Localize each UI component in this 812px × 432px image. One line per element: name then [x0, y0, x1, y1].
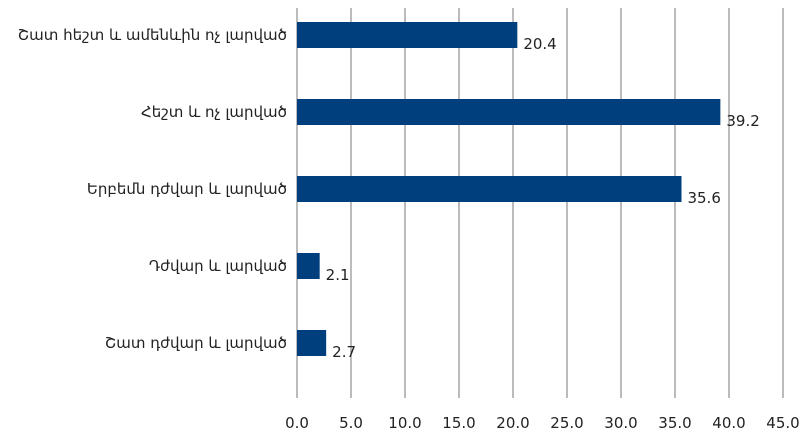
x-tick-label: 20.0: [496, 414, 529, 432]
x-tick-label: 0.0: [285, 414, 309, 432]
data-label: 39.2: [726, 112, 759, 130]
x-tick-label: 40.0: [712, 414, 745, 432]
data-label: 35.6: [687, 189, 720, 207]
x-tick-label: 35.0: [658, 414, 691, 432]
data-label: 20.4: [523, 35, 556, 53]
bar: [297, 253, 320, 279]
bars: [297, 22, 721, 356]
category-label: Դժվար և լարված: [149, 257, 287, 275]
value-labels: 20.4 39.2 35.6 2.1 2.7: [326, 35, 760, 361]
x-tick-label: 25.0: [550, 414, 583, 432]
category-label: Հեշտ և ոչ լարված: [141, 103, 287, 121]
category-label: Երբեմն դժվար և լարված: [87, 180, 287, 198]
category-label: Շատ հեշտ և ամենևին ոչ լարված: [18, 26, 287, 44]
category-label: Շատ դժվար և լարված: [105, 334, 287, 352]
grid-lines: [296, 8, 784, 398]
x-tick-label: 5.0: [339, 414, 363, 432]
x-tick-labels: 0.0 5.0 10.0 15.0 20.0 25.0 30.0 35.0 40.0 45.0: [285, 414, 800, 432]
x-tick-label: 30.0: [604, 414, 637, 432]
bar: [297, 22, 518, 48]
data-label: 2.7: [332, 343, 356, 361]
x-tick-label: 45.0: [766, 414, 799, 432]
x-tick-label: 15.0: [442, 414, 475, 432]
bar: [297, 99, 721, 125]
x-tick-label: 10.0: [388, 414, 421, 432]
bar: [297, 330, 327, 356]
category-labels: Շատ հեշտ և ամենևին ոչ լարված Հեշտ և ոչ լա…: [18, 26, 287, 352]
bar: [297, 176, 682, 202]
data-label: 2.1: [326, 266, 350, 284]
